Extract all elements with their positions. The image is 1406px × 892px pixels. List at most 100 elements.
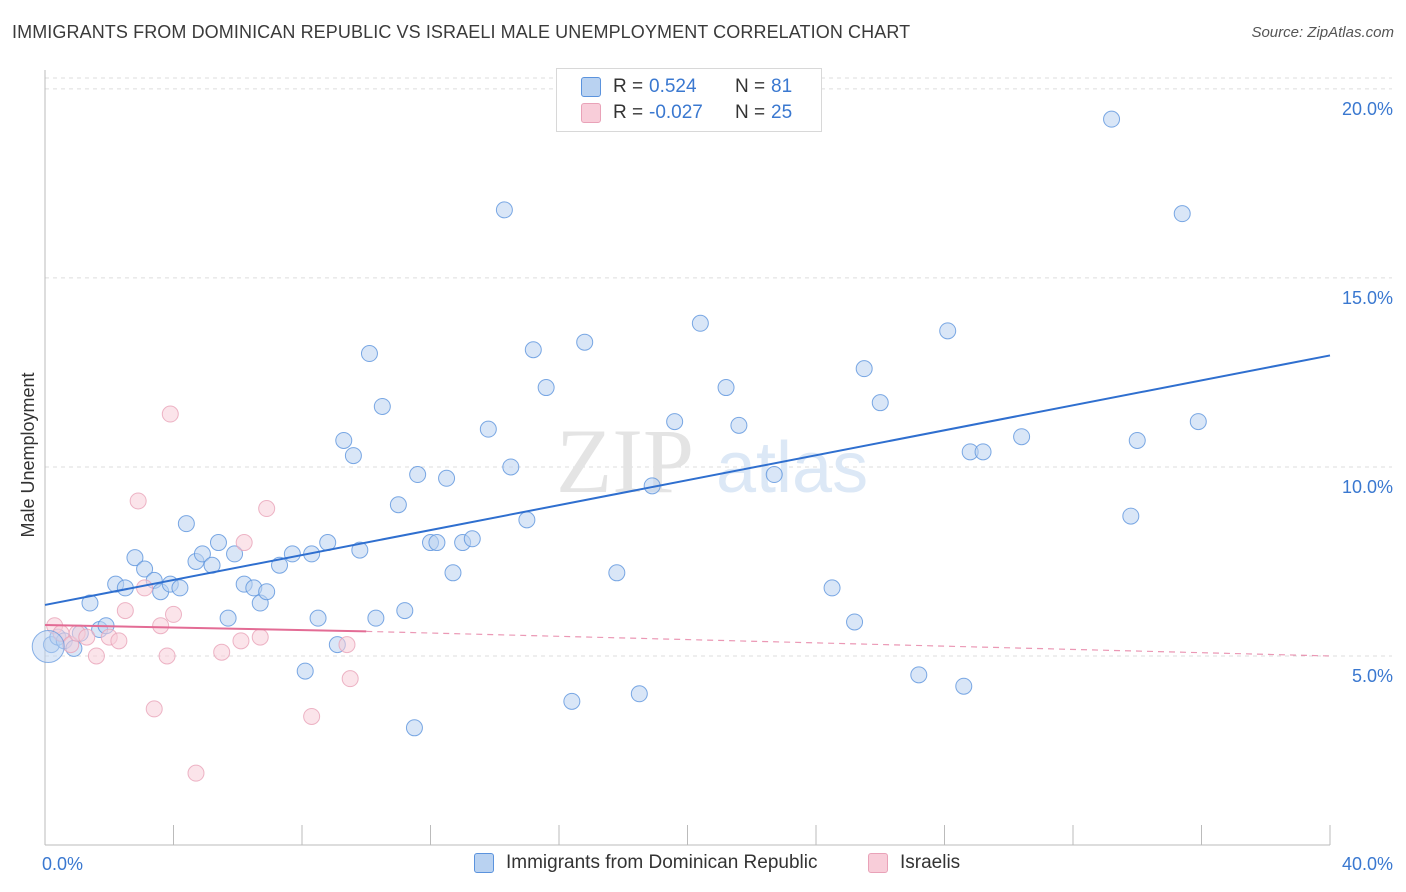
dominican-point (373, 397, 391, 415)
dominican-point (608, 564, 626, 582)
dominican-point (351, 541, 369, 559)
israeli-point (158, 647, 176, 665)
dominican-point (296, 662, 314, 680)
dominican-point (1128, 431, 1146, 449)
watermark-atlas: atlas (716, 428, 868, 508)
dominican-point (823, 579, 841, 597)
israeli-point (341, 670, 359, 688)
tick-labels: 5.0% 10.0% 15.0% 20.0% 0.0% 40.0% (42, 99, 1393, 874)
israeli-point (165, 605, 182, 623)
dominican-point (360, 345, 378, 363)
dominican-point (630, 685, 648, 703)
legend-r-value: 0.524 (649, 76, 697, 97)
dominican-point (974, 443, 992, 461)
israeli-point (129, 492, 147, 510)
israeli-trend-line (44, 623, 367, 633)
dominican-point (405, 719, 423, 737)
correlation-legend: R = 0.524 N = 81 R = -0.027 N = 25 (556, 68, 822, 132)
series-swatch-pink (868, 853, 888, 873)
legend-n-value: 81 (771, 76, 793, 97)
dominican-point (717, 379, 735, 397)
dominican-point (846, 613, 864, 631)
dominican-point (955, 677, 973, 695)
dominican-point-cluster (31, 630, 65, 664)
dominican-point (428, 534, 446, 552)
dominican-point (524, 341, 542, 359)
dominican-point (309, 609, 327, 627)
israeli-point (258, 500, 276, 518)
series-legend-label: Israelis (900, 852, 961, 873)
dominican-point (563, 692, 581, 710)
dominican-point (463, 530, 481, 548)
legend-n-value: 25 (771, 102, 793, 123)
dominican-point (666, 413, 684, 431)
dominican-point (219, 609, 237, 627)
dominican-point (258, 583, 276, 601)
israeli-point (78, 628, 96, 646)
dominican-point (939, 322, 957, 340)
chart-title: IMMIGRANTS FROM DOMINICAN REPUBLIC VS IS… (12, 22, 911, 42)
israeli-point (338, 636, 356, 654)
dominican-point (396, 602, 414, 620)
x-tick-label: 0.0% (42, 854, 83, 874)
israeli-point (145, 700, 163, 718)
legend-swatch-pink (581, 103, 601, 123)
dominican-point (910, 666, 928, 684)
data-points (31, 110, 1207, 782)
dominican-point (81, 594, 99, 612)
dominican-point (193, 545, 211, 563)
dominican-point (126, 549, 144, 567)
dominican-point (409, 466, 427, 484)
israeli-point (152, 617, 170, 635)
dominican-point (209, 534, 227, 552)
legend-r-value: -0.027 (649, 102, 703, 123)
israeli-point (87, 647, 105, 665)
legend-row-blue: R = 0.524 N = 81 (581, 75, 792, 99)
israeli-point (251, 628, 269, 646)
y-tick-label: 20.0% (1342, 99, 1393, 119)
dominican-point (444, 564, 462, 582)
trend-lines (44, 354, 1331, 657)
legend-n-label: N = (735, 76, 766, 97)
dominican-point (1122, 507, 1140, 525)
y-axis-label: Male Unemployment (18, 372, 38, 537)
series-swatch-blue (474, 853, 494, 873)
dominican-point (1189, 413, 1207, 431)
dominican-point (344, 447, 362, 465)
dominican-point (479, 420, 497, 438)
israeli-point (161, 405, 179, 423)
axes (44, 70, 1331, 846)
dominican-point (335, 431, 353, 449)
israeli-point (116, 602, 134, 620)
dominican-point (495, 201, 513, 219)
dominican-point (226, 545, 244, 563)
dominican-point (518, 511, 536, 529)
israeli-point (235, 534, 253, 552)
legend-row-pink: R = -0.027 N = 25 (581, 101, 792, 125)
israeli-point (110, 632, 128, 650)
dominican-point (1173, 205, 1191, 223)
israeli-point (187, 764, 205, 782)
dominican-point (1103, 110, 1121, 128)
dominican-point (136, 560, 154, 578)
israeli-point (303, 707, 321, 725)
dominican-point (271, 556, 289, 574)
legend-swatch-blue (581, 77, 601, 97)
dominican-point (691, 314, 709, 332)
grid-lines (45, 77, 1392, 657)
dominican-point (171, 579, 189, 597)
dominican-point (283, 545, 301, 563)
dominican-point (438, 469, 456, 487)
legend-r-label: R = (613, 102, 644, 123)
dominican-point (177, 515, 195, 533)
dominican-point (730, 416, 748, 434)
series-legend-item-israelis: Israelis (868, 852, 960, 874)
dominican-point (871, 394, 889, 412)
series-legend: Immigrants from Dominican Republic Israe… (0, 852, 1406, 878)
israeli-point (232, 632, 250, 650)
israeli-trend-line-extension (366, 630, 1331, 657)
legend-r-label: R = (613, 76, 644, 97)
dominican-point (855, 360, 873, 378)
y-tick-label: 10.0% (1342, 477, 1393, 497)
